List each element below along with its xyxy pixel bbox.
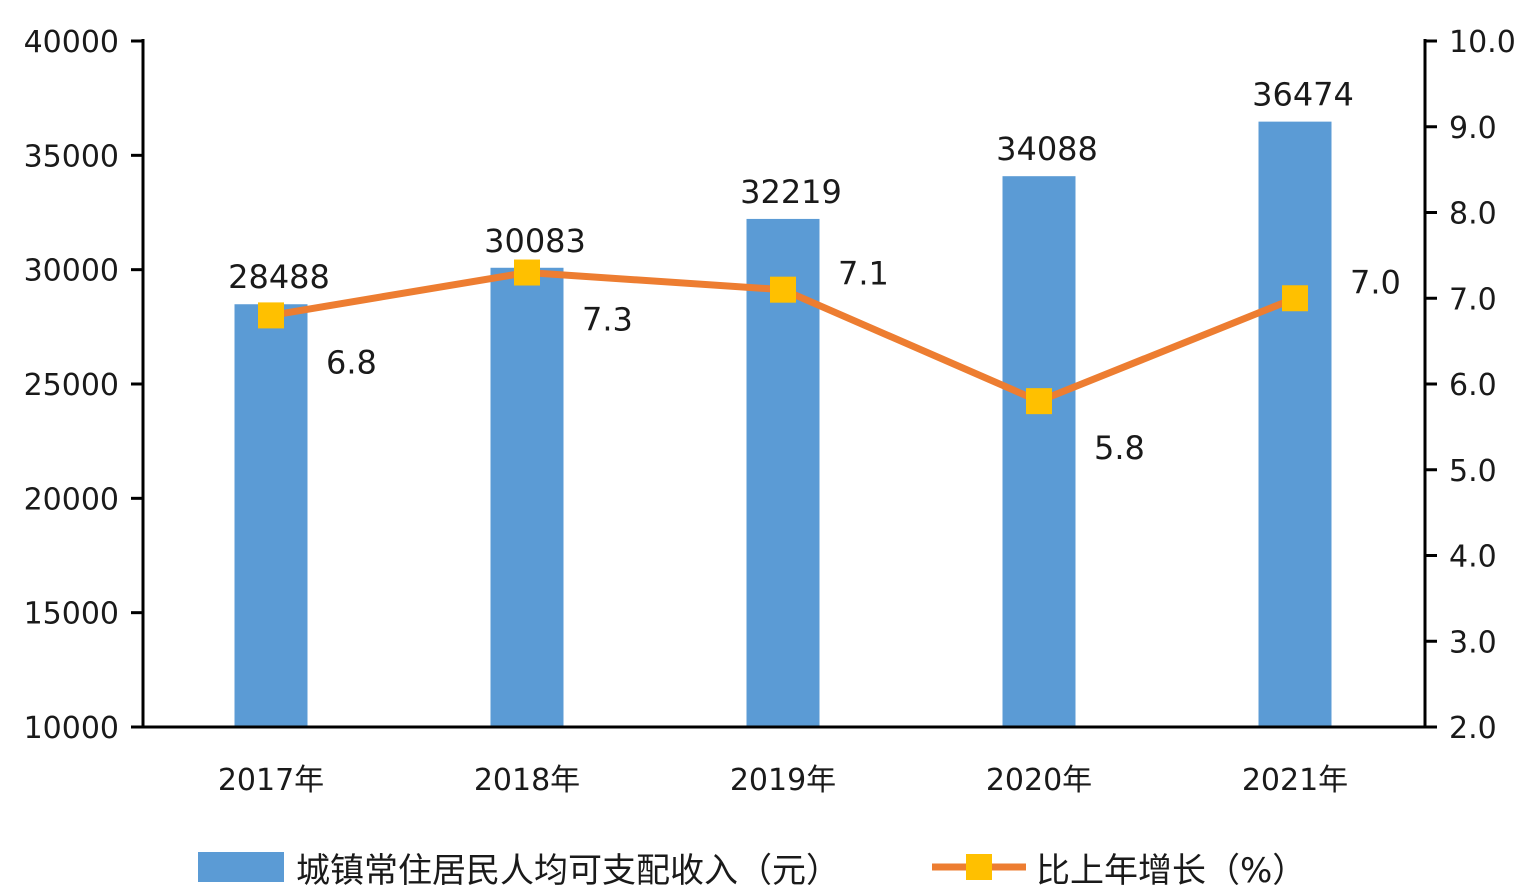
line-value-label: 7.3: [582, 301, 633, 339]
line-value-label: 5.8: [1094, 429, 1145, 467]
data-labels: 28488 30083 32219 34088 36474 6.8 7.3 7.1 5.8 7.0: [228, 76, 1401, 468]
bar: [1002, 176, 1076, 727]
line-value-label: 6.8: [326, 343, 377, 381]
line-value-label: 7.1: [838, 255, 889, 293]
right-tick-label: 9.0: [1449, 111, 1497, 146]
x-tick-label: 2017年: [218, 763, 324, 798]
line-marker: [1282, 285, 1308, 312]
right-tick-label: 7.0: [1449, 282, 1497, 317]
left-tick-label: 20000: [24, 482, 119, 517]
left-tick-label: 15000: [24, 597, 119, 632]
x-tick-label: 2021年: [1242, 763, 1348, 798]
line-marker: [770, 276, 796, 303]
left-tick-label: 40000: [24, 25, 119, 60]
right-tick-label: 2.0: [1449, 711, 1497, 746]
legend: 城镇常住居民人均可支配收入（元） 比上年增长（%）: [198, 851, 1306, 891]
right-tick-label: 6.0: [1449, 368, 1497, 403]
left-tick-label: 10000: [24, 711, 119, 746]
right-tick-label: 8.0: [1449, 197, 1497, 232]
left-tick-label: 30000: [24, 254, 119, 289]
bar: [234, 304, 308, 727]
legend-label-bar: 城镇常住居民人均可支配收入（元）: [296, 851, 840, 891]
line-value-label: 7.0: [1350, 263, 1401, 301]
bar-value-label: 32219: [740, 173, 842, 211]
x-tick-label: 2018年: [474, 763, 580, 798]
bar-value-label: 30083: [484, 222, 586, 260]
axes: 10000 15000 20000 25000 30000 35000 40000 2.0 3.…: [24, 25, 1515, 798]
legend-swatch-marker: [966, 854, 992, 880]
x-tick-label: 2020年: [986, 763, 1092, 798]
bar-value-label: 34088: [996, 130, 1098, 168]
bar: [1258, 121, 1332, 727]
bar-value-label: 36474: [1252, 76, 1354, 114]
x-tick-label: 2019年: [730, 763, 836, 798]
right-tick-label: 10.0: [1449, 25, 1515, 60]
line-marker: [258, 302, 284, 329]
left-tick-label: 25000: [24, 368, 119, 403]
bar-value-label: 28488: [228, 258, 330, 296]
line-marker: [514, 259, 540, 286]
right-tick-label: 3.0: [1449, 625, 1497, 660]
right-tick-label: 5.0: [1449, 454, 1497, 489]
bar-series: [234, 121, 1332, 727]
legend-swatch-bar: [198, 852, 284, 882]
right-tick-label: 4.0: [1449, 540, 1497, 575]
legend-label-line: 比上年增长（%）: [1036, 851, 1306, 891]
bar: [490, 267, 564, 727]
line-series: [258, 259, 1308, 415]
line-marker: [1026, 388, 1052, 415]
left-tick-label: 35000: [24, 139, 119, 174]
